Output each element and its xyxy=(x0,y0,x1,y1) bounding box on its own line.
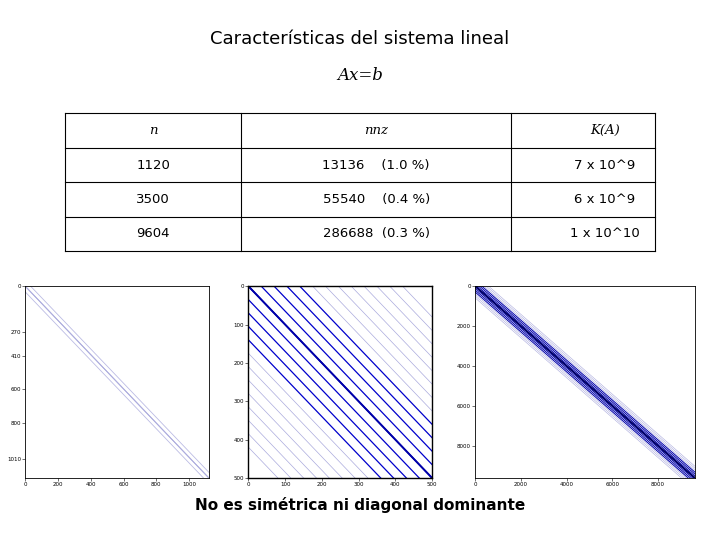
Text: 7 x 10^9: 7 x 10^9 xyxy=(574,159,636,172)
Text: 1120: 1120 xyxy=(136,159,170,172)
Text: nnz: nnz xyxy=(364,124,388,137)
Text: K(A): K(A) xyxy=(590,124,620,137)
Text: No es simétrica ni diagonal dominante: No es simétrica ni diagonal dominante xyxy=(195,497,525,513)
Text: Ax=b: Ax=b xyxy=(337,68,383,84)
Text: 1 x 10^10: 1 x 10^10 xyxy=(570,227,639,240)
Text: 286688  (0.3 %): 286688 (0.3 %) xyxy=(323,227,430,240)
Text: 6 x 10^9: 6 x 10^9 xyxy=(575,193,635,206)
Text: Características del sistema lineal: Características del sistema lineal xyxy=(210,30,510,48)
Text: 3500: 3500 xyxy=(136,193,170,206)
Text: 9604: 9604 xyxy=(136,227,170,240)
Text: n: n xyxy=(149,124,157,137)
Text: 55540    (0.4 %): 55540 (0.4 %) xyxy=(323,193,430,206)
Text: 13136    (1.0 %): 13136 (1.0 %) xyxy=(323,159,430,172)
